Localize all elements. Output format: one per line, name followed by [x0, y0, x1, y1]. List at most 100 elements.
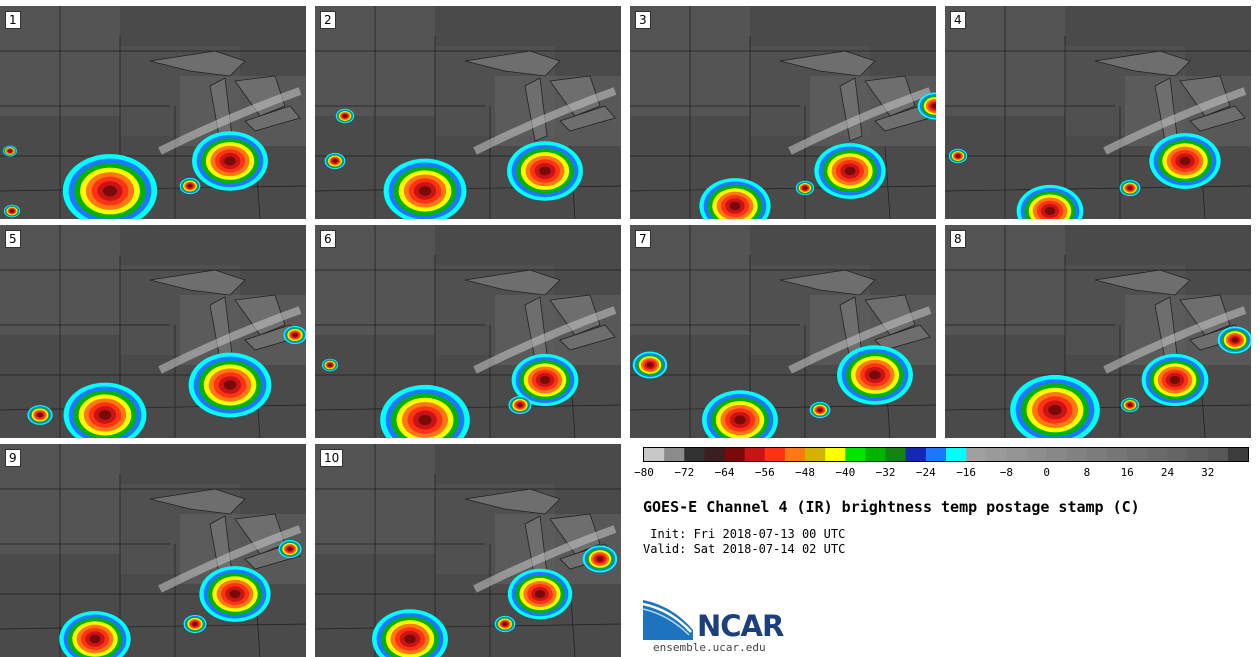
lake-outline [464, 269, 561, 296]
colorbar-tick-label: −80 [634, 466, 654, 479]
storm-cell-ring [89, 634, 101, 644]
colorbar-swatch [1227, 448, 1249, 461]
satellite-map [315, 225, 621, 438]
state-border [0, 623, 306, 630]
lake-outline [149, 50, 246, 77]
colorbar-swatch [684, 448, 705, 461]
storm-cell-ring [931, 103, 936, 109]
state-border [630, 185, 936, 192]
cirrus-streak [788, 87, 932, 155]
colorbar-swatch [805, 448, 826, 461]
satellite-map [630, 6, 936, 219]
storm-cell-ring [9, 209, 15, 213]
lake-outline [549, 294, 601, 336]
panel-number: 9 [5, 449, 21, 467]
lake-outline [1189, 105, 1246, 132]
panel-number: 4 [950, 11, 966, 29]
cirrus-streak [1103, 306, 1247, 374]
state-border [315, 623, 621, 630]
colorbar-swatch [1046, 448, 1068, 461]
colorbar-swatch [966, 448, 987, 461]
colorbar-swatch [1107, 448, 1128, 461]
panel-2: 2 [315, 6, 621, 219]
storm-cell-ring [802, 186, 808, 190]
colorbar [643, 447, 1249, 462]
panel-number: 2 [320, 11, 336, 29]
state-border [315, 404, 621, 411]
colorbar-swatch [845, 448, 866, 461]
storm-cell-ring [502, 622, 508, 626]
colorbar-tick-label: −8 [999, 466, 1014, 479]
cirrus-streak [473, 306, 617, 374]
storm-cell-ring [342, 114, 348, 118]
satellite-map [630, 225, 936, 438]
storm-cell-ring [539, 375, 551, 385]
storm-cell-ring [332, 159, 338, 163]
satellite-map [315, 6, 621, 219]
colorbar-tick-label: 32 [1201, 466, 1215, 479]
lake-outline [559, 105, 616, 132]
storm-cell-ring [534, 590, 546, 598]
storm-cell-ring [646, 362, 654, 368]
cirrus-streak [1103, 87, 1247, 155]
colorbar-tick-label: 8 [1083, 466, 1091, 479]
panel-number: 5 [5, 230, 21, 248]
colorbar-tick-label: −72 [674, 466, 695, 479]
cirrus-streak [473, 87, 617, 155]
colorbar-swatch [784, 448, 806, 461]
lake-outline [149, 269, 246, 296]
colorbar-tick-label: −16 [956, 466, 977, 479]
lake-outline [864, 75, 916, 117]
valid-time: Valid: Sat 2018-07-14 02 UTC [643, 542, 846, 556]
panel-10: 10 [315, 444, 621, 657]
storm-cell-ring [517, 403, 523, 407]
panel-number: 6 [320, 230, 336, 248]
storm-cell-ring [817, 408, 823, 412]
ncar-logo-text: NCAR [697, 609, 784, 643]
storm-cell-ring [869, 370, 881, 380]
colorbar-swatch [885, 448, 907, 461]
satellite-map [0, 444, 306, 657]
satellite-map [945, 225, 1251, 438]
colorbar-swatch [825, 448, 846, 461]
panel-1: 1 [0, 6, 306, 219]
panel-number: 1 [5, 11, 21, 29]
lake-outline [1094, 269, 1191, 296]
colorbar-swatch [925, 448, 947, 461]
colorbar-swatch [1147, 448, 1168, 461]
lake-outline [464, 488, 561, 515]
colorbar-tick-label: −40 [835, 466, 856, 479]
panel-9: 9 [0, 444, 306, 657]
panel-3: 3 [630, 6, 936, 219]
lake-outline [234, 294, 286, 336]
state-border [884, 145, 891, 219]
lake-outline [244, 105, 301, 132]
lake-outline [149, 488, 246, 515]
storm-cell-ring [729, 201, 741, 211]
cirrus-streak [788, 306, 932, 374]
chart-title: GOES-E Channel 4 (IR) brightness temp po… [643, 498, 1140, 516]
panel-number: 8 [950, 230, 966, 248]
colorbar-swatch [724, 448, 746, 461]
satellite-map [0, 225, 306, 438]
panel-number: 10 [320, 449, 344, 467]
colorbar-tick-label: −64 [714, 466, 735, 479]
state-border [945, 185, 1251, 192]
storm-cell-ring [596, 556, 604, 562]
colorbar-swatch [1086, 448, 1108, 461]
ncar-logo-icon [643, 600, 693, 640]
colorbar-swatch [664, 448, 685, 461]
colorbar-tick-label: 24 [1160, 466, 1175, 479]
lake-outline [1094, 50, 1191, 77]
cirrus-streak [473, 525, 617, 593]
cirrus-streak [158, 87, 302, 155]
panel-4: 4 [945, 6, 1251, 219]
lake-outline [549, 513, 601, 555]
lake-outline [1179, 75, 1231, 117]
panel-number: 7 [635, 230, 651, 248]
colorbar-swatch [1167, 448, 1189, 461]
colorbar-swatch [1207, 448, 1229, 461]
lake-outline [1179, 294, 1231, 336]
storm-cell-ring [8, 149, 12, 153]
satellite-map [945, 6, 1251, 219]
